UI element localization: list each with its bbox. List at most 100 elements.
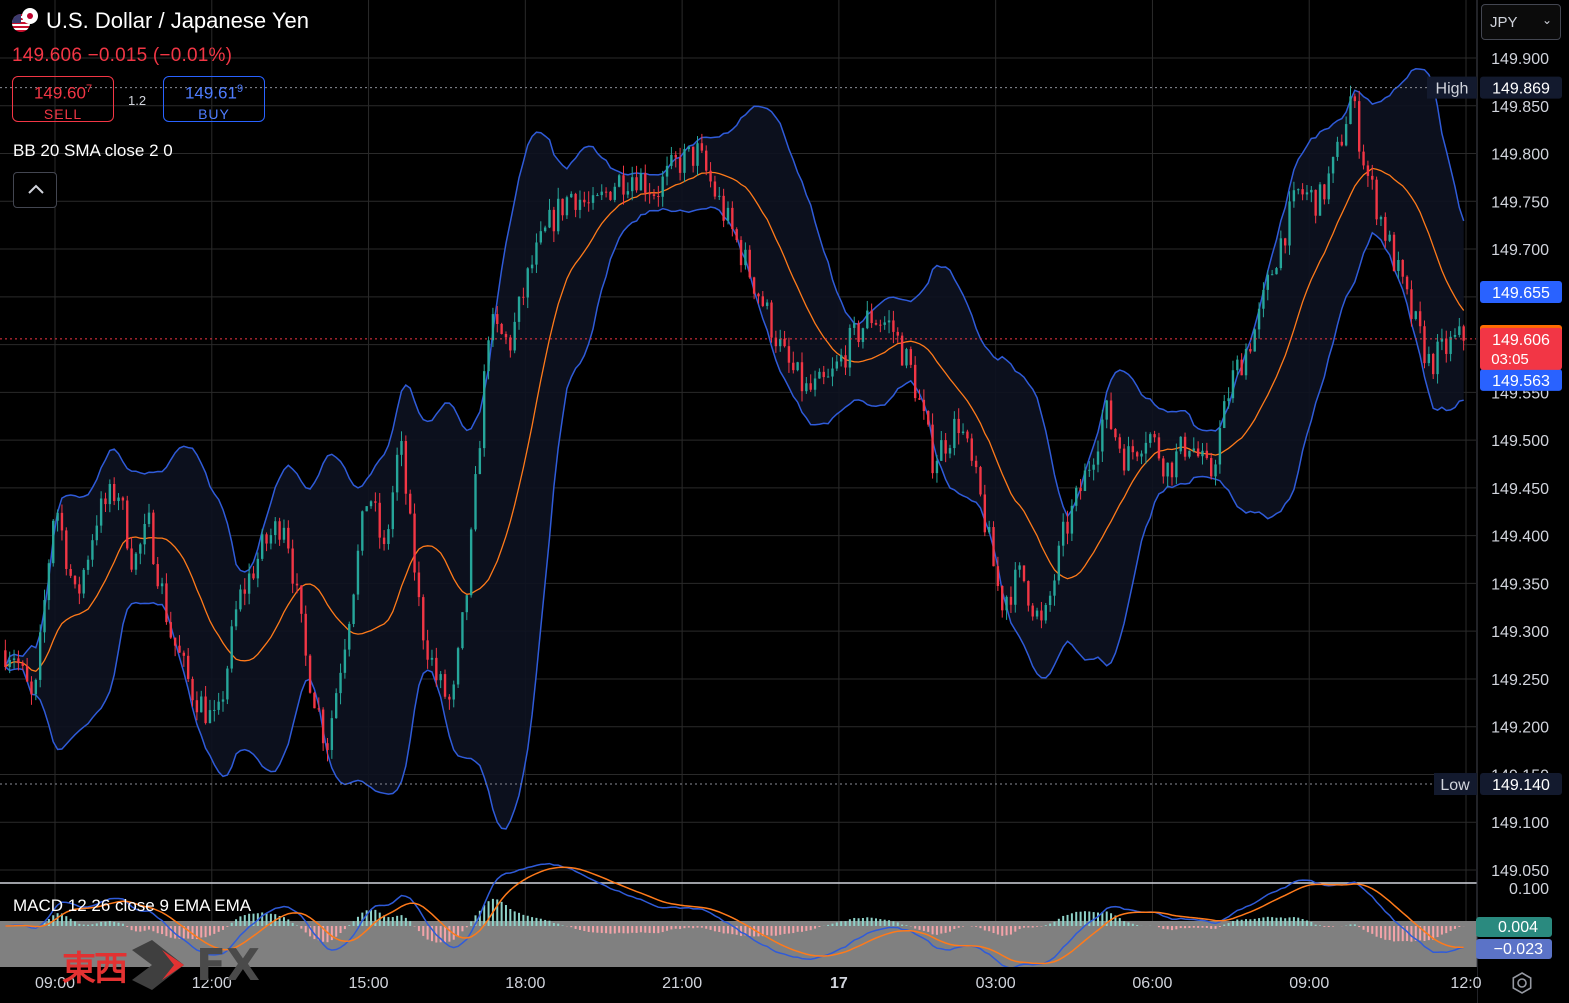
candle bbox=[583, 199, 586, 203]
candle bbox=[578, 199, 582, 210]
candle bbox=[121, 497, 125, 501]
candle bbox=[1140, 453, 1143, 457]
time-tick-label: 17 bbox=[830, 975, 848, 992]
candle bbox=[1305, 192, 1309, 195]
time-tick-label: 15:00 bbox=[349, 975, 389, 992]
candle bbox=[469, 529, 473, 596]
candle bbox=[182, 652, 186, 656]
candle bbox=[204, 696, 207, 724]
high-label: High bbox=[1436, 81, 1469, 98]
candle bbox=[609, 191, 612, 200]
candle bbox=[191, 678, 194, 701]
candle bbox=[674, 154, 677, 158]
time-tick-label: 12:0 bbox=[1450, 975, 1481, 992]
candle bbox=[1061, 521, 1065, 546]
candle bbox=[726, 207, 730, 221]
candle bbox=[696, 143, 699, 166]
candle bbox=[631, 177, 634, 192]
candle bbox=[348, 623, 351, 650]
candle bbox=[1192, 448, 1195, 451]
candle bbox=[73, 575, 77, 585]
candle bbox=[944, 440, 947, 454]
candle bbox=[239, 589, 242, 610]
candle bbox=[1288, 201, 1291, 246]
candle bbox=[78, 584, 81, 594]
buy-button[interactable]: 149.619 BUY bbox=[163, 76, 265, 122]
candle bbox=[918, 398, 921, 400]
candle bbox=[1079, 487, 1082, 492]
candle bbox=[160, 583, 164, 587]
candle bbox=[1318, 184, 1322, 216]
candle bbox=[1179, 436, 1182, 452]
time-tick-label: 18:00 bbox=[505, 975, 545, 992]
collapse-legend-button[interactable] bbox=[13, 172, 57, 208]
candle bbox=[404, 441, 408, 494]
candle bbox=[844, 355, 847, 368]
currency-select-value: JPY bbox=[1490, 14, 1518, 31]
candle bbox=[526, 268, 529, 298]
gear-icon[interactable] bbox=[1509, 970, 1535, 996]
candle bbox=[587, 202, 590, 204]
candle bbox=[1135, 452, 1139, 457]
candle bbox=[1418, 311, 1422, 327]
candle bbox=[339, 672, 342, 694]
candle bbox=[705, 150, 708, 171]
candle bbox=[1149, 434, 1152, 443]
price-tick-label: 149.050 bbox=[1491, 863, 1549, 880]
candle bbox=[561, 198, 564, 216]
candle bbox=[900, 335, 904, 366]
candle bbox=[713, 181, 717, 197]
currency-select[interactable]: JPY ⌄ bbox=[1481, 4, 1561, 40]
candle bbox=[1101, 419, 1104, 452]
candle bbox=[21, 663, 24, 666]
candle bbox=[805, 383, 808, 392]
sell-button[interactable]: 149.607 SELL bbox=[12, 76, 114, 122]
candle bbox=[461, 612, 464, 649]
price-tick-label: 149.250 bbox=[1491, 672, 1549, 689]
candle bbox=[1458, 326, 1461, 335]
candle bbox=[1170, 462, 1174, 478]
candle bbox=[99, 498, 103, 526]
signal-value-bg bbox=[1476, 939, 1552, 959]
bb-upper-tag: 149.655 bbox=[1492, 285, 1550, 302]
candle bbox=[1432, 353, 1435, 375]
macd-signal-line bbox=[5, 866, 1464, 965]
candle bbox=[169, 622, 172, 638]
last-price-tag: 149.606 bbox=[1492, 332, 1550, 349]
candle bbox=[770, 302, 773, 338]
candle bbox=[1366, 165, 1370, 176]
candle bbox=[387, 529, 390, 545]
candle bbox=[1044, 605, 1047, 621]
macd-legend[interactable]: MACD 12 26 close 9 EMA EMA bbox=[13, 896, 252, 915]
candle bbox=[639, 173, 643, 191]
candle bbox=[334, 693, 338, 719]
candle bbox=[352, 594, 355, 624]
candle bbox=[683, 149, 686, 173]
candle bbox=[731, 207, 734, 230]
candle bbox=[691, 146, 695, 166]
candle bbox=[744, 249, 747, 266]
candle bbox=[413, 513, 416, 573]
time-tick-label: 09:00 bbox=[35, 975, 75, 992]
candle bbox=[940, 440, 943, 461]
symbol-header[interactable]: U.S. Dollar / Japanese Yen bbox=[12, 8, 309, 34]
candle bbox=[1048, 595, 1052, 606]
candle bbox=[1070, 505, 1074, 534]
candle bbox=[857, 323, 860, 343]
candle bbox=[343, 649, 347, 673]
candle bbox=[69, 568, 72, 576]
chevron-down-icon: ⌄ bbox=[1541, 13, 1552, 27]
candle bbox=[300, 585, 303, 614]
candle bbox=[1057, 545, 1061, 581]
candle bbox=[774, 337, 778, 347]
candle bbox=[1453, 334, 1457, 337]
candle bbox=[1401, 259, 1404, 277]
candle bbox=[126, 500, 129, 549]
bollinger-fill bbox=[5, 68, 1464, 829]
candle bbox=[104, 498, 107, 505]
bollinger-legend[interactable]: BB 20 SMA close 2 0 bbox=[13, 141, 173, 160]
signal-value: −0.023 bbox=[1494, 941, 1543, 958]
candle bbox=[391, 492, 394, 530]
candle bbox=[247, 573, 251, 594]
